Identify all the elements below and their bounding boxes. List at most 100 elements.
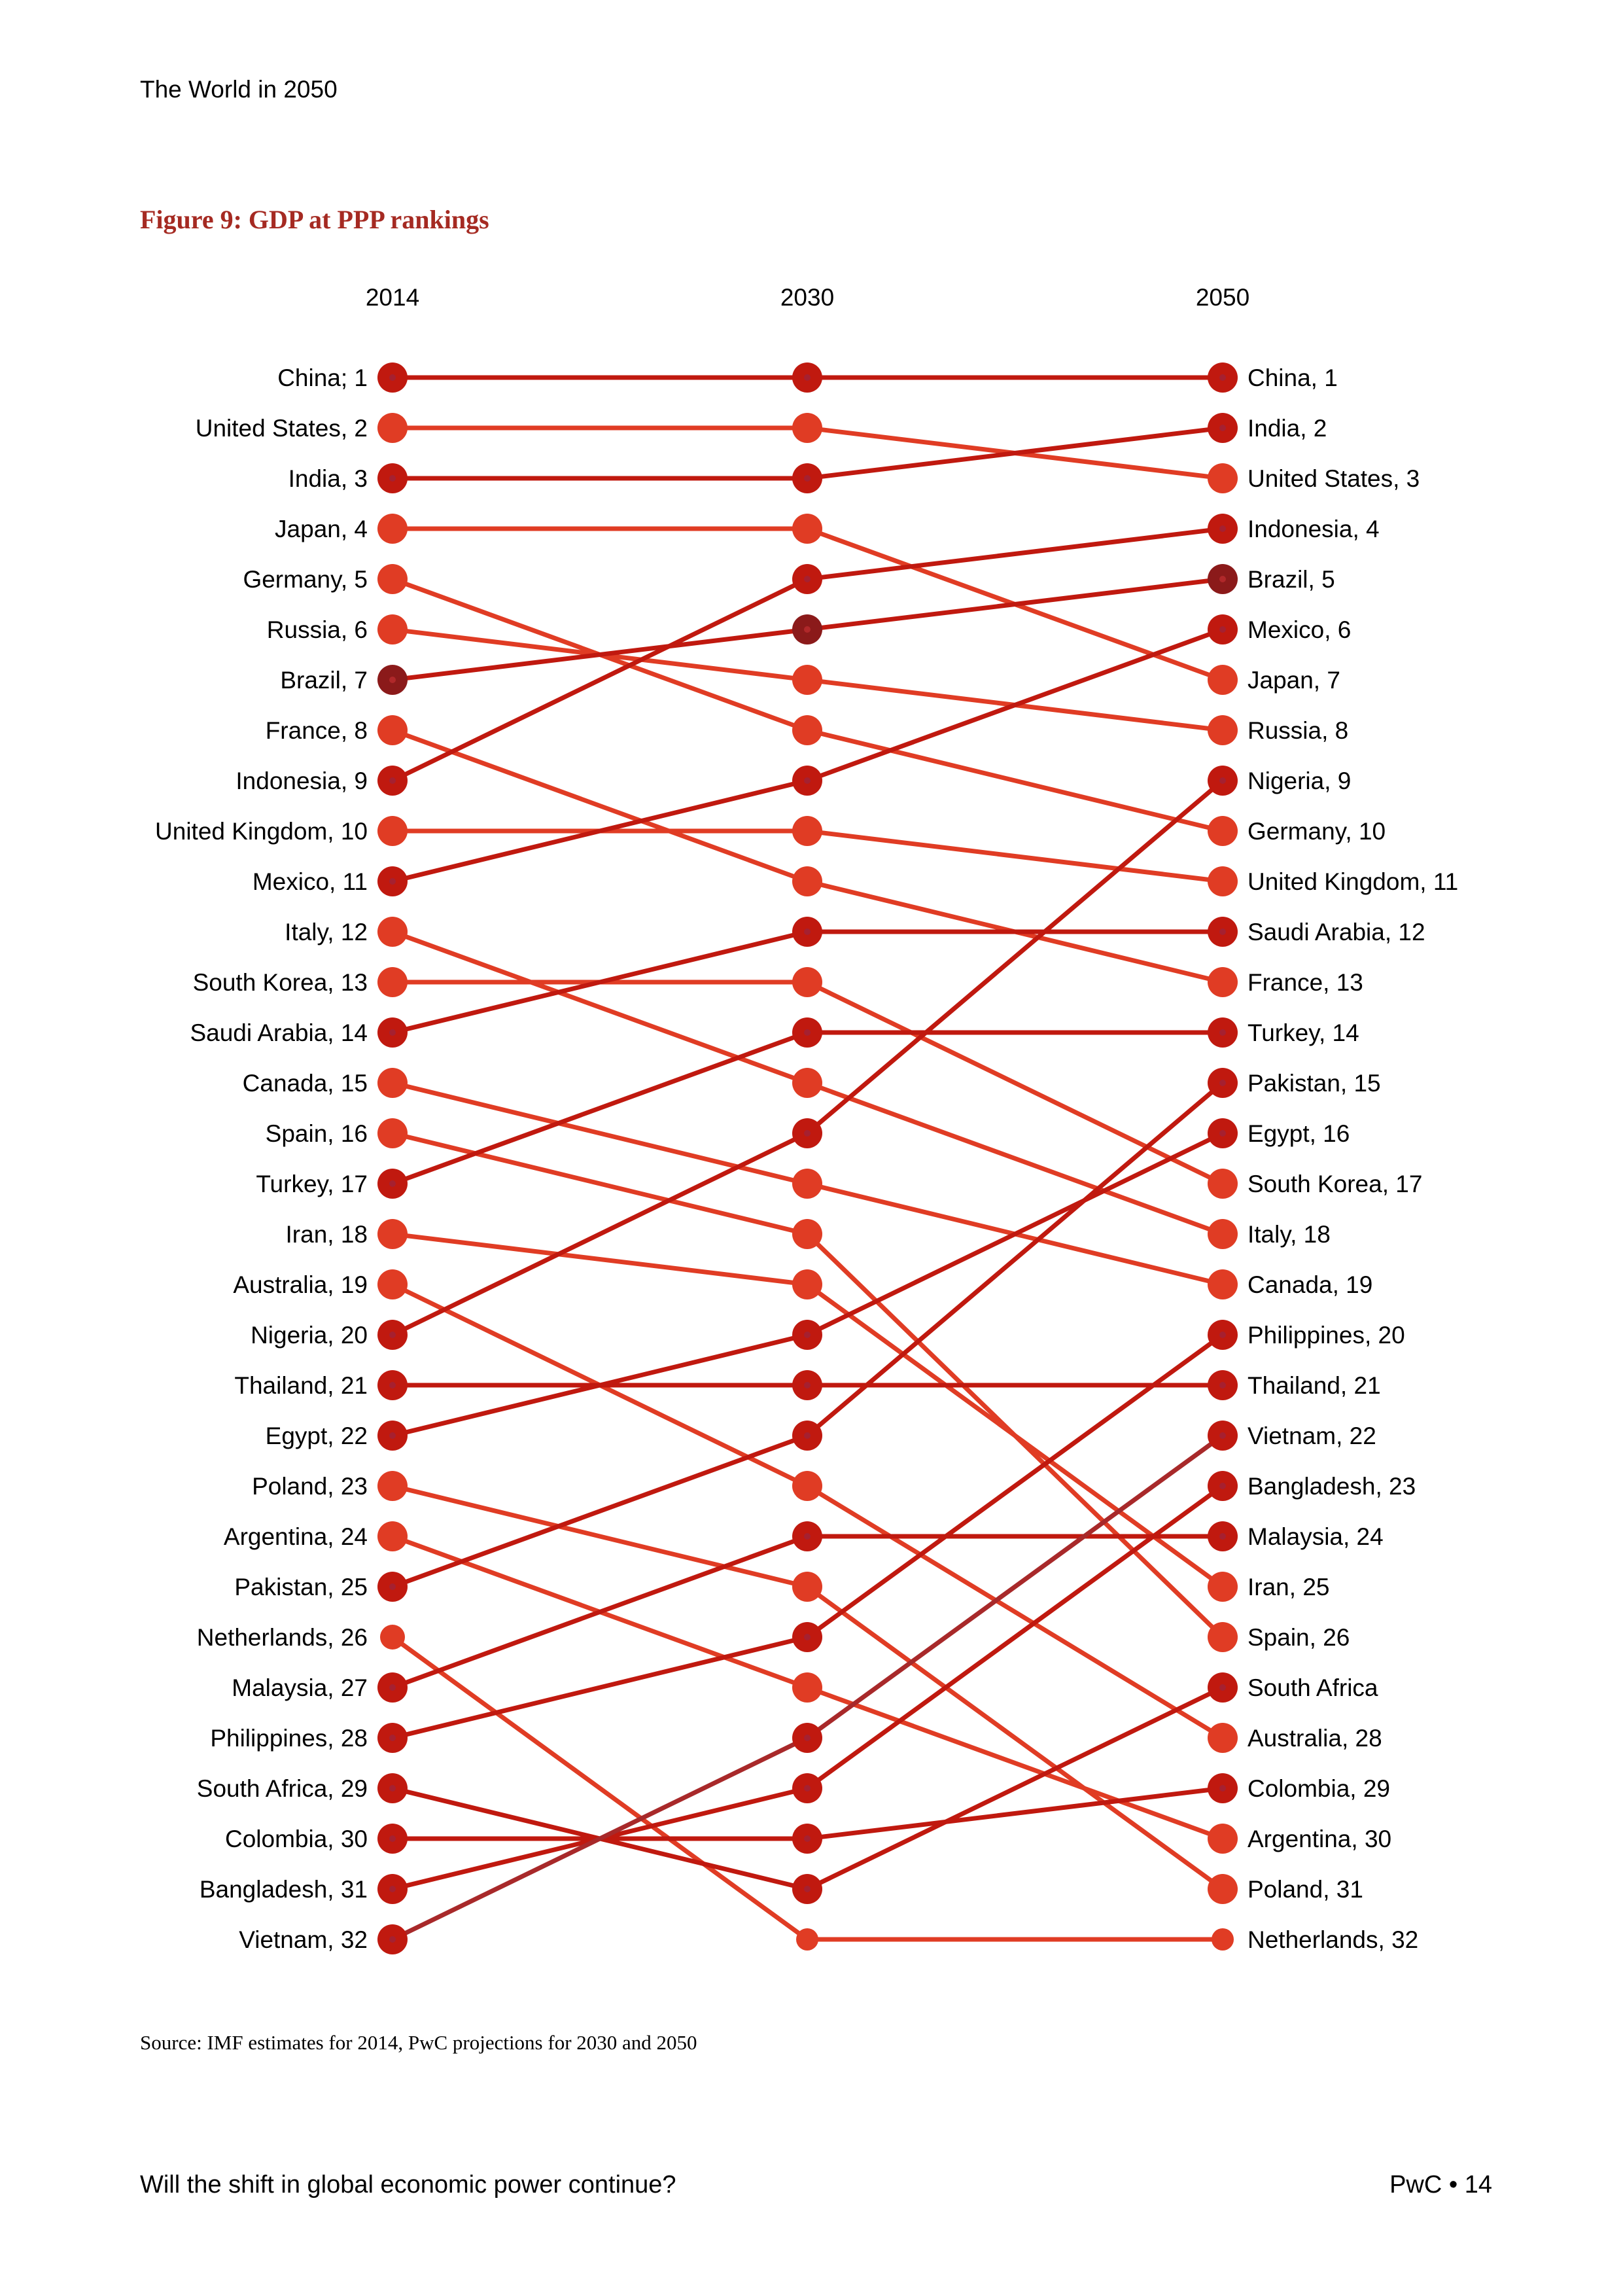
dot-argentina-2030: [792, 1672, 822, 1703]
label-2050-china: China, 1: [1248, 364, 1338, 391]
label-2050-united-kingdom: United Kingdom, 11: [1248, 868, 1458, 895]
dot-south-korea-2050: [1208, 1169, 1238, 1199]
dot-center-china: [1219, 374, 1226, 381]
dot-united-kingdom-2014: [377, 816, 408, 846]
label-2050-indonesia: Indonesia, 4: [1248, 516, 1380, 542]
line-malaysia-2014-2030: [391, 1534, 809, 1690]
label-2014-pakistan: Pakistan, 25: [234, 1574, 368, 1600]
dot-center-saudi-arabia: [804, 928, 811, 935]
label-2050-egypt: Egypt, 16: [1248, 1120, 1350, 1147]
line-germany-2030-2050: [807, 728, 1223, 834]
dot-center-philippines: [804, 1634, 811, 1640]
dot-france-2030: [792, 866, 822, 896]
dot-japan-2050: [1208, 665, 1238, 695]
dot-center-pakistan: [804, 1432, 811, 1439]
dot-france-2050: [1208, 967, 1238, 997]
dot-center-vietnam: [804, 1735, 811, 1741]
label-2014-mexico: Mexico, 11: [253, 868, 368, 895]
dot-canada-2050: [1208, 1269, 1238, 1299]
label-2014-malaysia: Malaysia, 27: [232, 1674, 368, 1701]
label-2050-nigeria: Nigeria, 9: [1248, 768, 1351, 794]
dot-russia-2050: [1208, 715, 1238, 745]
label-2050-argentina: Argentina, 30: [1248, 1826, 1391, 1852]
line-south-korea-2030-2050: [806, 980, 1224, 1186]
label-2014-south-africa: South Africa, 29: [197, 1775, 368, 1802]
dot-center-colombia: [1219, 1785, 1226, 1792]
label-2050-saudi-arabia: Saudi Arabia, 12: [1248, 919, 1425, 945]
year-label-2030: 2030: [780, 284, 834, 311]
label-2050-brazil: Brazil, 5: [1248, 566, 1335, 593]
dot-germany-2050: [1208, 816, 1238, 846]
dot-germany-2014: [377, 564, 408, 594]
line-poland-2014-2030: [392, 1483, 808, 1589]
dot-center-china: [389, 374, 396, 381]
line-iran-2014-2030: [392, 1231, 808, 1287]
label-2050-malaysia: Malaysia, 24: [1248, 1523, 1384, 1550]
label-2014-italy: Italy, 12: [285, 919, 368, 945]
line-india-2030-2050: [807, 425, 1223, 481]
dot-center-thailand: [804, 1382, 811, 1388]
dot-canada-2030: [792, 1169, 822, 1199]
dot-spain-2050: [1208, 1622, 1238, 1652]
dot-iran-2014: [377, 1219, 408, 1249]
dot-japan-2030: [792, 514, 822, 544]
line-vietnam-2014-2030: [391, 1735, 809, 1942]
label-2050-france: France, 13: [1248, 969, 1363, 996]
dot-center-vietnam: [389, 1936, 396, 1943]
label-2014-saudi-arabia: Saudi Arabia, 14: [190, 1019, 368, 1046]
label-2014-turkey: Turkey, 17: [256, 1171, 368, 1197]
dot-center-turkey: [389, 1180, 396, 1187]
dot-united-states-2030: [792, 413, 822, 443]
dot-center-egypt: [804, 1332, 811, 1338]
line-pakistan-2014-2030: [391, 1433, 809, 1589]
line-indonesia-2014-2030: [391, 576, 809, 783]
running-header: The World in 2050: [140, 76, 338, 103]
line-italy-2030-2050: [806, 1080, 1224, 1237]
dot-center-turkey: [1219, 1029, 1226, 1036]
dot-spain-2014: [377, 1118, 408, 1148]
label-2014-vietnam: Vietnam, 32: [239, 1926, 368, 1953]
dot-italy-2014: [377, 917, 408, 947]
dot-center-india: [804, 475, 811, 482]
label-2050-russia: Russia, 8: [1248, 717, 1348, 744]
dot-south-korea-2014: [377, 967, 408, 997]
dot-center-nigeria: [1219, 777, 1226, 784]
label-2014-bangladesh: Bangladesh, 31: [200, 1876, 368, 1903]
line-mexico-2030-2050: [806, 627, 1224, 783]
figure-title: Figure 9: GDP at PPP rankings: [140, 205, 489, 234]
label-2050-poland: Poland, 31: [1248, 1876, 1363, 1903]
dot-united-states-2014: [377, 413, 408, 443]
dot-center-colombia: [389, 1835, 396, 1842]
line-mexico-2014-2030: [392, 778, 808, 884]
dot-argentina-2014: [377, 1521, 408, 1551]
line-united-kingdom-2030-2050: [807, 828, 1223, 884]
label-2014-poland: Poland, 23: [252, 1473, 368, 1500]
label-2050-india: India, 2: [1248, 415, 1327, 442]
line-italy-2014-2030: [391, 929, 809, 1086]
dot-center-bangladesh: [804, 1785, 811, 1792]
label-2014-egypt: Egypt, 22: [266, 1422, 368, 1449]
label-2050-italy: Italy, 18: [1248, 1221, 1331, 1248]
dot-poland-2030: [792, 1572, 822, 1602]
label-2014-netherlands: Netherlands, 26: [197, 1624, 368, 1651]
dot-center-egypt: [389, 1432, 396, 1439]
label-2014-indonesia: Indonesia, 9: [236, 768, 368, 794]
dot-center-indonesia: [1219, 525, 1226, 532]
dot-center-philippines: [1219, 1332, 1226, 1338]
dot-center-egypt: [1219, 1130, 1226, 1137]
dot-center-saudi-arabia: [389, 1029, 396, 1036]
line-nigeria-2030-2050: [805, 779, 1225, 1135]
dot-center-malaysia: [1219, 1533, 1226, 1540]
dot-center-colombia: [804, 1835, 811, 1842]
label-2050-iran: Iran, 25: [1248, 1574, 1329, 1600]
dot-united-states-2050: [1208, 463, 1238, 493]
dot-south-korea-2030: [792, 967, 822, 997]
dot-italy-2030: [792, 1068, 822, 1098]
label-2014-brazil: Brazil, 7: [280, 667, 368, 694]
line-egypt-2030-2050: [806, 1131, 1224, 1337]
dot-united-kingdom-2030: [792, 816, 822, 846]
dot-canada-2014: [377, 1068, 408, 1098]
line-saudi-arabia-2014-2030: [392, 929, 808, 1035]
label-2050-mexico: Mexico, 6: [1248, 616, 1351, 643]
label-2050-vietnam: Vietnam, 22: [1248, 1422, 1376, 1449]
